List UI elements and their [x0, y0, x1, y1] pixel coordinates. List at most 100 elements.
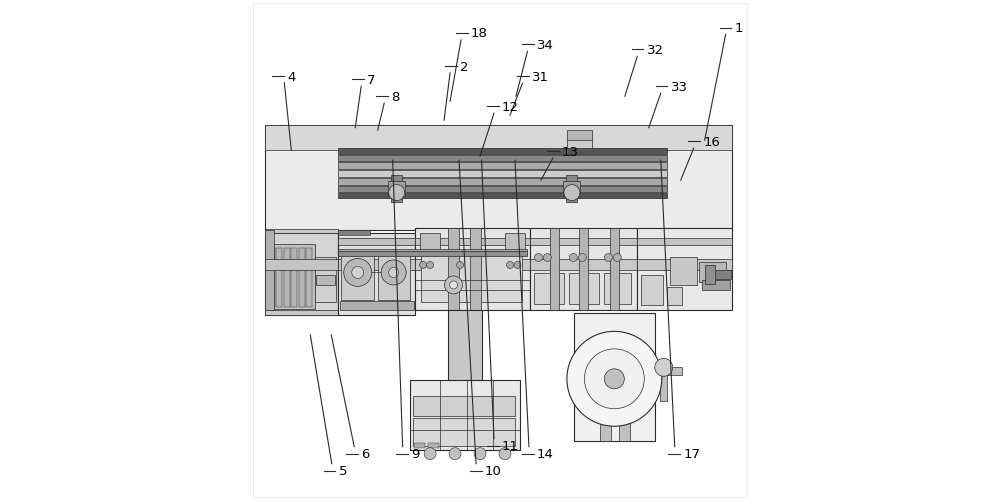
- Bar: [415, 260, 530, 271]
- Bar: [448, 228, 459, 310]
- Circle shape: [424, 448, 436, 460]
- Bar: [475, 253, 522, 303]
- Text: 12: 12: [502, 101, 519, 114]
- Text: 32: 32: [647, 44, 664, 57]
- Bar: [338, 233, 415, 315]
- Bar: [415, 238, 530, 245]
- Bar: [265, 126, 732, 230]
- Circle shape: [534, 254, 542, 262]
- Bar: [454, 395, 475, 410]
- Bar: [315, 258, 336, 303]
- Bar: [338, 163, 667, 170]
- Circle shape: [381, 261, 406, 286]
- Bar: [265, 126, 732, 151]
- Bar: [652, 368, 682, 375]
- Circle shape: [564, 185, 580, 201]
- Text: 4: 4: [287, 71, 296, 84]
- Circle shape: [389, 268, 399, 278]
- Bar: [316, 276, 335, 286]
- Circle shape: [655, 359, 673, 377]
- Text: 18: 18: [471, 27, 488, 40]
- Bar: [340, 301, 414, 310]
- Bar: [276, 248, 282, 307]
- Bar: [265, 230, 274, 310]
- Text: 8: 8: [391, 91, 400, 104]
- Text: 16: 16: [703, 135, 720, 148]
- Bar: [265, 229, 338, 233]
- Circle shape: [604, 254, 612, 262]
- Bar: [660, 371, 667, 401]
- Circle shape: [514, 262, 521, 269]
- Bar: [415, 228, 530, 310]
- Text: 10: 10: [485, 464, 502, 477]
- Bar: [600, 421, 611, 441]
- Bar: [670, 258, 697, 286]
- Circle shape: [450, 282, 458, 290]
- Bar: [530, 228, 637, 310]
- Bar: [420, 233, 440, 250]
- Bar: [470, 228, 481, 310]
- Bar: [550, 228, 559, 310]
- Text: 7: 7: [367, 74, 376, 87]
- Bar: [637, 238, 732, 245]
- Bar: [414, 443, 425, 448]
- Bar: [530, 260, 637, 271]
- Bar: [567, 141, 592, 152]
- Bar: [265, 245, 732, 261]
- Bar: [338, 179, 667, 186]
- Bar: [641, 276, 663, 305]
- Bar: [284, 248, 290, 307]
- Circle shape: [543, 254, 551, 262]
- Bar: [637, 260, 732, 271]
- Bar: [291, 248, 297, 307]
- Bar: [428, 443, 439, 448]
- Circle shape: [499, 448, 511, 460]
- Bar: [710, 271, 731, 280]
- Text: 9: 9: [411, 447, 420, 460]
- Circle shape: [445, 277, 463, 295]
- Bar: [413, 396, 515, 416]
- Text: 14: 14: [537, 447, 554, 460]
- Circle shape: [457, 262, 464, 269]
- Bar: [306, 248, 312, 307]
- Bar: [341, 253, 374, 300]
- Bar: [667, 288, 682, 305]
- Bar: [413, 418, 515, 446]
- Circle shape: [613, 254, 621, 262]
- Bar: [637, 228, 732, 310]
- Bar: [530, 238, 637, 245]
- Bar: [299, 248, 305, 307]
- Text: 1: 1: [735, 23, 743, 35]
- Bar: [338, 249, 527, 252]
- Bar: [338, 238, 415, 245]
- Bar: [338, 230, 370, 235]
- Bar: [563, 182, 580, 197]
- Bar: [702, 281, 730, 291]
- Bar: [268, 244, 315, 309]
- Bar: [338, 194, 667, 199]
- Bar: [338, 171, 667, 178]
- Bar: [269, 248, 275, 307]
- Bar: [574, 314, 655, 441]
- Circle shape: [427, 262, 434, 269]
- Bar: [378, 253, 410, 300]
- Bar: [699, 263, 726, 283]
- Circle shape: [506, 262, 513, 269]
- Circle shape: [604, 369, 624, 389]
- Circle shape: [420, 262, 427, 269]
- Circle shape: [578, 254, 586, 262]
- Text: 5: 5: [339, 464, 347, 477]
- Bar: [388, 182, 405, 197]
- Circle shape: [389, 185, 405, 201]
- Circle shape: [352, 267, 364, 279]
- Bar: [338, 156, 667, 162]
- Text: 13: 13: [562, 145, 579, 158]
- Circle shape: [567, 332, 662, 426]
- Bar: [569, 274, 599, 304]
- Circle shape: [449, 448, 461, 460]
- Bar: [579, 228, 588, 310]
- Bar: [448, 310, 482, 395]
- Bar: [265, 310, 338, 315]
- Bar: [705, 266, 715, 285]
- Bar: [265, 233, 338, 315]
